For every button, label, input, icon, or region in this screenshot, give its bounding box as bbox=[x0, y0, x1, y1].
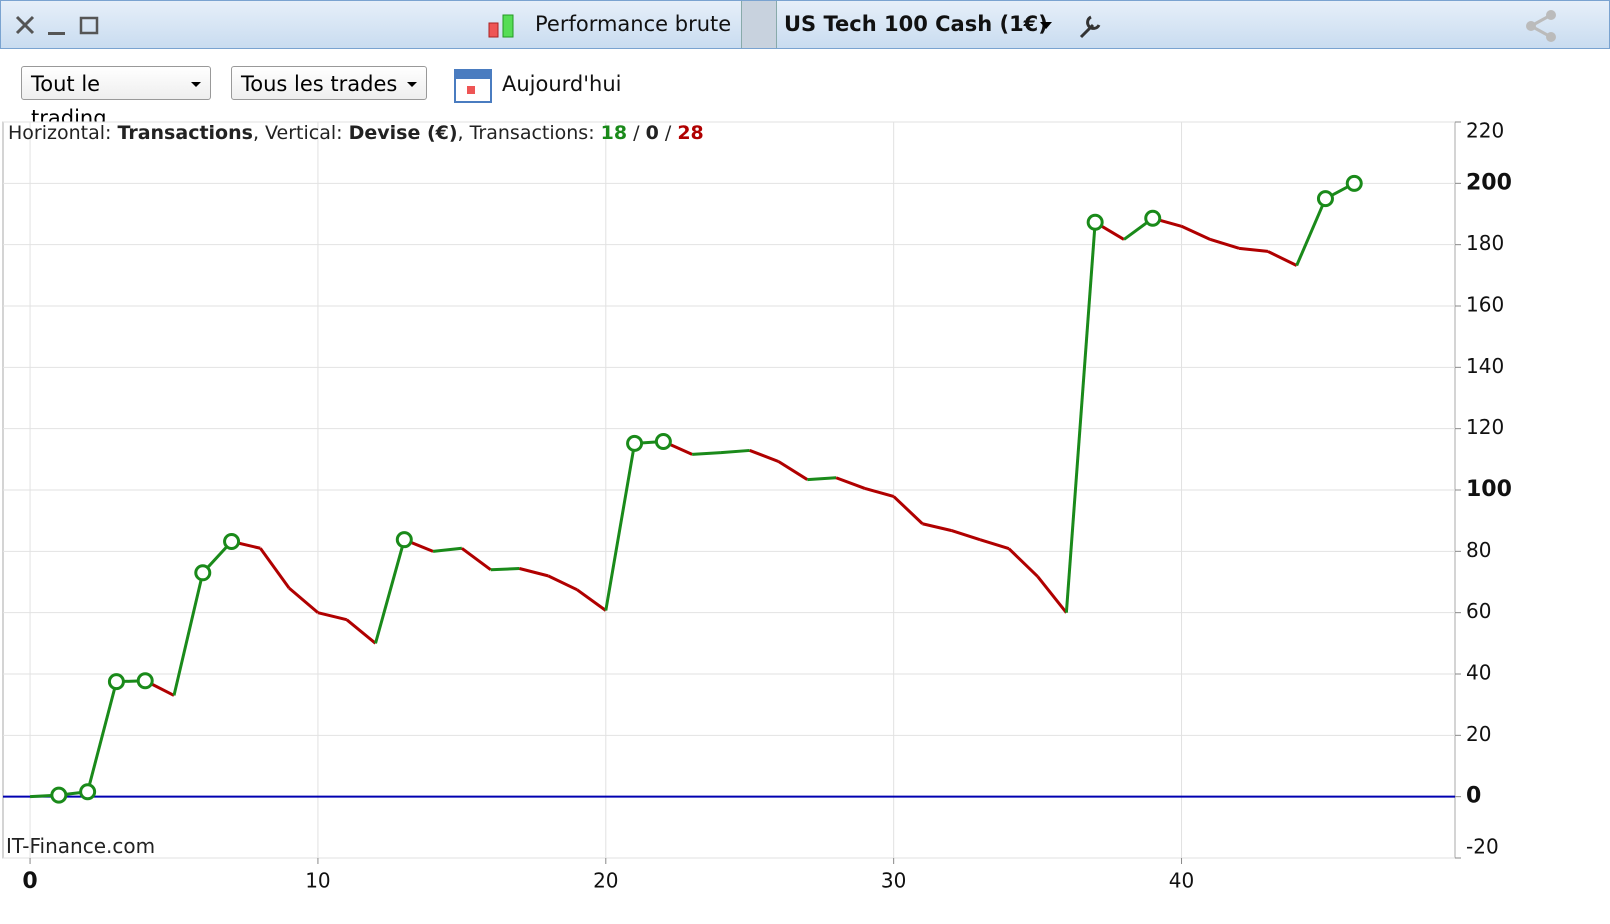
new-high-marker bbox=[107, 673, 125, 691]
equity-segment bbox=[864, 487, 895, 498]
x-tick-label: 30 bbox=[881, 869, 906, 893]
info-part: Transactions bbox=[117, 122, 253, 144]
title-bar: Performance brute US Tech 100 Cash (1€) bbox=[0, 0, 1610, 49]
equity-segment bbox=[922, 522, 952, 532]
instrument[interactable]: US Tech 100 Cash (1€) bbox=[784, 12, 1048, 36]
dropdown-arrow[interactable] bbox=[1039, 21, 1053, 31]
chart-info: Horizontal: Transactions, Vertical: Devi… bbox=[8, 122, 704, 144]
equity-segment bbox=[547, 574, 578, 592]
equity-segment bbox=[317, 611, 348, 622]
equity-segment bbox=[950, 529, 981, 542]
equity-segment bbox=[172, 572, 205, 696]
info-part: 0 bbox=[645, 122, 659, 144]
equity-segment bbox=[835, 476, 866, 490]
y-tick-label: 140 bbox=[1466, 354, 1504, 378]
equity-segment bbox=[1064, 222, 1097, 613]
equity-segment bbox=[749, 449, 780, 463]
equity-segment bbox=[1267, 250, 1298, 267]
equity-segment bbox=[576, 588, 607, 612]
chart-name[interactable]: Performance brute bbox=[535, 12, 732, 36]
trading-filter[interactable]: Tout le trading bbox=[21, 66, 211, 130]
watermark: IT-Finance.com bbox=[6, 834, 156, 858]
info-part: 28 bbox=[677, 122, 704, 144]
new-high-marker bbox=[136, 672, 154, 690]
x-tick-label: 0 bbox=[22, 869, 37, 894]
y-tick-label: 220 bbox=[1466, 119, 1504, 143]
equity-segment bbox=[374, 539, 406, 644]
info-part: 18 bbox=[600, 122, 628, 144]
y-tick-label: 80 bbox=[1466, 538, 1491, 562]
new-high-marker bbox=[1144, 209, 1162, 227]
new-high-marker bbox=[654, 433, 672, 451]
y-tick-label: 120 bbox=[1466, 415, 1504, 439]
y-tick-label: 20 bbox=[1466, 722, 1491, 746]
y-tick-label: 40 bbox=[1466, 661, 1491, 685]
equity-segment bbox=[777, 460, 809, 481]
info-part: Horizontal: bbox=[8, 122, 118, 144]
new-high-marker bbox=[79, 783, 97, 801]
equity-segment bbox=[692, 451, 722, 456]
calendar-icon[interactable] bbox=[453, 66, 493, 106]
equity-segment bbox=[460, 547, 492, 571]
equity-segment bbox=[490, 567, 520, 572]
period-label[interactable]: Aujourd'hui bbox=[502, 72, 622, 96]
new-high-marker bbox=[395, 531, 413, 549]
x-tick-label: 20 bbox=[593, 869, 618, 893]
new-high-marker bbox=[50, 786, 68, 804]
equity-segment bbox=[1209, 238, 1240, 250]
info-part: / bbox=[627, 122, 646, 144]
new-high-marker bbox=[1316, 190, 1334, 208]
link-button[interactable] bbox=[741, 1, 777, 48]
equity-segment bbox=[604, 443, 637, 611]
y-tick-label: 0 bbox=[1466, 784, 1481, 809]
y-tick-label: 60 bbox=[1466, 599, 1491, 623]
y-tick-label: 180 bbox=[1466, 231, 1504, 255]
equity-segment bbox=[1036, 575, 1068, 614]
y-tick-label: 160 bbox=[1466, 293, 1504, 317]
new-high-marker bbox=[1345, 174, 1363, 192]
equity-segment bbox=[979, 538, 1010, 551]
new-high-marker bbox=[223, 533, 241, 551]
equity-segment bbox=[1295, 198, 1327, 267]
new-high-marker bbox=[194, 564, 212, 582]
equity-segment bbox=[259, 547, 291, 590]
settings-icon[interactable] bbox=[1077, 11, 1107, 41]
y-tick-label: -20 bbox=[1466, 835, 1499, 859]
equity-segment bbox=[807, 476, 837, 482]
equity-segment bbox=[1180, 224, 1211, 241]
equity-segment bbox=[892, 495, 924, 525]
info-part: , Transactions: bbox=[457, 122, 601, 144]
equity-segment bbox=[519, 567, 549, 578]
equity-segment bbox=[86, 681, 118, 793]
equity-segment bbox=[345, 618, 377, 645]
info-part: Devise (€) bbox=[348, 122, 458, 144]
y-tick-label: 100 bbox=[1466, 477, 1512, 502]
x-tick-label: 10 bbox=[305, 869, 330, 893]
x-tick-label: 40 bbox=[1169, 869, 1194, 893]
equity-segment bbox=[1007, 547, 1039, 578]
chart-icon bbox=[488, 14, 514, 38]
info-part: / bbox=[658, 122, 678, 144]
window-controls[interactable] bbox=[1, 1, 121, 47]
y-tick-label: 200 bbox=[1466, 170, 1512, 195]
equity-segment bbox=[1238, 246, 1269, 253]
info-part: , Vertical: bbox=[252, 122, 349, 144]
trades-filter[interactable]: Tous les trades bbox=[231, 66, 427, 100]
new-high-marker bbox=[626, 434, 644, 452]
equity-segment bbox=[288, 586, 319, 614]
equity-segment bbox=[432, 546, 463, 553]
new-high-marker bbox=[1086, 213, 1104, 231]
share-icon[interactable] bbox=[1523, 6, 1563, 46]
equity-segment bbox=[720, 448, 750, 455]
